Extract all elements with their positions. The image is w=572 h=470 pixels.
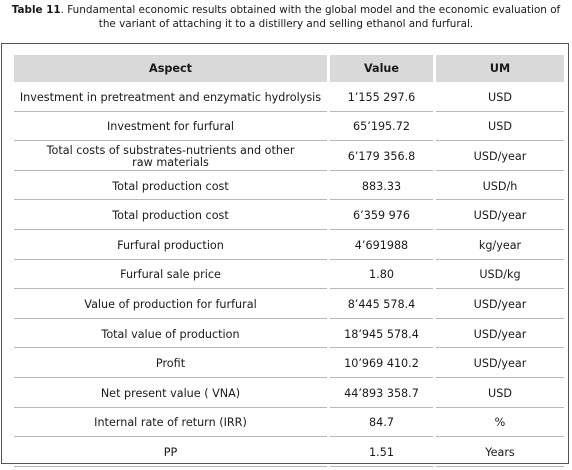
aspect-cell: Investment in pretreatment and enzymatic…: [14, 85, 327, 112]
table-row: Profit 10’969 410.2 USD/year: [14, 351, 564, 378]
value-cell: 1.80: [330, 263, 433, 290]
aspect-cell: Furfural production: [14, 233, 327, 260]
um-cell: Years: [436, 440, 564, 467]
aspect-cell: Total value of production: [14, 322, 327, 349]
value-cell: 10’969 410.2: [330, 351, 433, 378]
value-cell: 84.7: [330, 411, 433, 438]
um-cell: USD/h: [436, 174, 564, 201]
header-value: Value: [330, 55, 433, 82]
value-cell: 1’155 297.6: [330, 85, 433, 112]
caption-label: Table 11: [11, 4, 61, 16]
aspect-cell: Profit: [14, 351, 327, 378]
table-row: Investment for furfural 65’195.72 USD: [14, 115, 564, 142]
header-um: UM: [436, 55, 564, 82]
table-frame: Aspect Value UM Investment in pretreatme…: [1, 43, 569, 467]
um-cell: USD/year: [436, 351, 564, 378]
aspect-cell: Investment for furfural: [14, 115, 327, 142]
aspect-cell: Net present value ( VNA): [14, 381, 327, 408]
aspect-cell: PP: [14, 440, 327, 467]
um-cell: USD/kg: [436, 263, 564, 290]
table-row: PP 1.51 Years: [14, 440, 564, 467]
value-cell: 65’195.72: [330, 115, 433, 142]
table-row: Investment in pretreatment and enzymatic…: [14, 85, 564, 112]
um-cell: USD: [436, 85, 564, 112]
value-cell: 6’179 356.8: [330, 144, 433, 171]
aspect-cell: Internal rate of return (IRR): [14, 411, 327, 438]
table-row: Furfural production 4’691988 kg/year: [14, 233, 564, 260]
table-row: Internal rate of return (IRR) 84.7 %: [14, 411, 564, 438]
value-cell: 4’691988: [330, 233, 433, 260]
table-row: Total production cost 6’359 976 USD/year: [14, 203, 564, 230]
value-cell: 883.33: [330, 174, 433, 201]
um-cell: %: [436, 411, 564, 438]
table-row: Net present value ( VNA) 44’893 358.7 US…: [14, 381, 564, 408]
header-aspect: Aspect: [14, 55, 327, 82]
value-cell: 8’445 578.4: [330, 292, 433, 319]
um-cell: USD: [436, 115, 564, 142]
table-row: Total value of production 18’945 578.4 U…: [14, 322, 564, 349]
table-row: Total production cost 883.33 USD/h: [14, 174, 564, 201]
um-cell: USD/year: [436, 144, 564, 171]
um-cell: kg/year: [436, 233, 564, 260]
header-row: Aspect Value UM: [14, 55, 564, 82]
aspect-cell: Total costs of substrates-nutrients and …: [14, 144, 327, 171]
aspect-cell: Furfural sale price: [14, 263, 327, 290]
aspect-cell: Total production cost: [14, 203, 327, 230]
table-row: Total costs of substrates-nutrients and …: [14, 144, 564, 171]
table-row: Furfural sale price 1.80 USD/kg: [14, 263, 564, 290]
aspect-cell: Total production cost: [14, 174, 327, 201]
value-cell: 6’359 976: [330, 203, 433, 230]
aspect-cell: Value of production for furfural: [14, 292, 327, 319]
um-cell: USD/year: [436, 203, 564, 230]
value-cell: 44’893 358.7: [330, 381, 433, 408]
caption-text: . Fundamental economic results obtained …: [60, 4, 561, 30]
table-caption: Table 11. Fundamental economic results o…: [6, 3, 566, 31]
um-cell: USD/year: [436, 322, 564, 349]
um-cell: USD: [436, 381, 564, 408]
um-cell: USD/year: [436, 292, 564, 319]
value-cell: 1.51: [330, 440, 433, 467]
table-row: Value of production for furfural 8’445 5…: [14, 292, 564, 319]
results-table: Aspect Value UM Investment in pretreatme…: [11, 52, 567, 470]
value-cell: 18’945 578.4: [330, 322, 433, 349]
